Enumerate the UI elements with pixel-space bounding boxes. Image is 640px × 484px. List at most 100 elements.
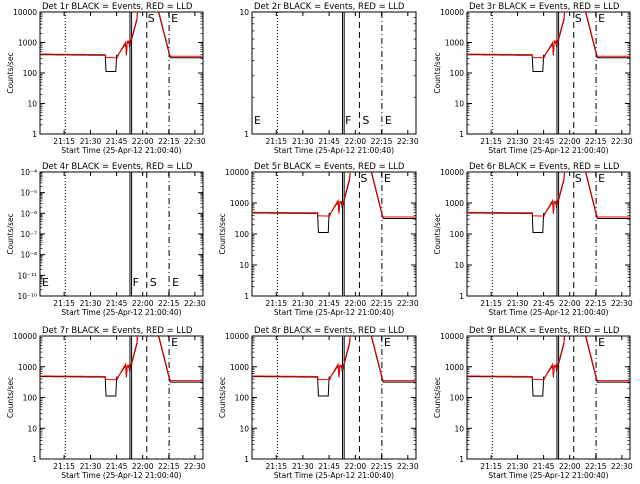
y-axis-label: Counts/sec	[433, 52, 442, 93]
lld-series-line	[40, 12, 203, 59]
x-tick-label: 22:00	[132, 462, 154, 471]
panel-det-9: Det 9r BLACK = Events, RED = LLD 1 10 100 10…	[433, 326, 633, 480]
x-axis-label: Start Time (25-Apr-12 21:00:40)	[488, 471, 608, 480]
y-tick-label: 10	[454, 100, 464, 109]
panel-det-1: Det 1r BLACK = Events, RED = LLD 1 10 100 10…	[6, 2, 206, 155]
y-tick-label: 10000	[440, 332, 464, 341]
y-tick-label: 1000	[445, 363, 464, 372]
marker-label-s: S	[575, 12, 582, 25]
y-tick-label: 10000	[225, 168, 249, 177]
x-tick-label: 21:15	[265, 462, 287, 471]
x-tick-label: 21:30	[292, 137, 314, 146]
x-tick-label: 22:00	[132, 299, 154, 308]
y-tick-label: 1	[459, 130, 464, 139]
y-tick-label: 10	[454, 261, 464, 270]
y-tick-label: 1	[244, 130, 249, 139]
marker-label-e-left: E	[42, 276, 49, 289]
y-tick-label: 1000	[445, 39, 464, 48]
y-tick-label: 1	[32, 455, 37, 464]
x-tick-label: 21:30	[292, 299, 314, 308]
x-axis-label: Start Time (25-Apr-12 21:00:40)	[274, 308, 394, 317]
y-tick-label: 10000	[440, 8, 464, 17]
x-tick-label: 21:30	[80, 137, 102, 146]
events-series-line	[467, 12, 630, 72]
marker-label-s: S	[360, 172, 367, 185]
y-tick-label: 10⁻⁶	[20, 209, 37, 218]
marker-label-e: E	[598, 336, 605, 349]
y-axis-label: Counts/sec	[218, 213, 227, 254]
plot-frame	[466, 11, 631, 135]
plot-frame	[39, 11, 204, 135]
y-tick-label: 100	[23, 69, 38, 78]
marker-label-s: S	[575, 172, 582, 185]
y-tick-label: 100	[450, 69, 465, 78]
panel-title: Det 5r BLACK = Events, RED = LLD	[254, 162, 405, 172]
plot-frame	[466, 335, 631, 460]
y-tick-label: 100	[450, 230, 465, 239]
x-tick-label: 21:45	[106, 137, 128, 146]
y-axis-label: Counts/sec	[218, 377, 227, 418]
y-axis-label: Counts/sec	[6, 377, 15, 418]
x-tick-label: 21:45	[106, 462, 128, 471]
panel-det-2: Det 2r BLACK = Events, RED = LLD 1 10 21:15…	[239, 2, 418, 155]
y-tick-label: 10	[27, 424, 37, 433]
x-tick-label: 22:00	[345, 137, 367, 146]
marker-label-e: E	[385, 114, 392, 127]
marker-label-s: S	[362, 114, 369, 127]
y-tick-label: 10⁻¹¹	[17, 271, 37, 280]
x-axis-label: Start Time (25-Apr-12 21:00:40)	[61, 308, 181, 317]
marker-label-e: E	[384, 336, 391, 349]
y-tick-label: 10	[239, 8, 249, 17]
x-tick-label: 21:15	[265, 299, 287, 308]
events-series-line	[252, 336, 416, 397]
y-axis-label: Counts/sec	[6, 213, 15, 254]
marker-label-e: E	[171, 12, 178, 25]
x-tick-label: 21:30	[507, 137, 529, 146]
y-tick-label: 10000	[225, 332, 249, 341]
events-series-line	[467, 336, 630, 397]
x-tick-label: 22:00	[559, 299, 581, 308]
x-axis-label: Start Time (25-Apr-12 21:00:40)	[488, 308, 608, 317]
y-tick-label: 10000	[13, 332, 37, 341]
events-series-line	[467, 172, 630, 233]
x-tick-label: 22:30	[611, 462, 633, 471]
panel-title: Det 6r BLACK = Events, RED = LLD	[469, 162, 620, 172]
plot-frame	[251, 171, 417, 297]
events-series-line	[40, 12, 203, 72]
x-tick-label: 21:45	[318, 462, 340, 471]
x-tick-label: 21:15	[480, 137, 502, 146]
y-tick-label: 1000	[230, 199, 249, 208]
marker-label-e: E	[598, 12, 605, 25]
marker-label-e-left: E	[254, 114, 261, 127]
y-tick-label: 10	[239, 424, 249, 433]
y-tick-label: 10⁻⁴	[20, 168, 37, 177]
plot-frame	[39, 335, 204, 460]
x-tick-label: 21:45	[318, 137, 340, 146]
y-tick-label: 10	[454, 424, 464, 433]
x-axis-label: Start Time (25-Apr-12 21:00:40)	[274, 471, 394, 480]
y-tick-label: 10	[27, 100, 37, 109]
panel-title: Det 4r BLACK = Events, RED = LLD	[42, 162, 193, 172]
y-tick-label: 10000	[13, 8, 37, 17]
y-tick-label: 100	[23, 394, 38, 403]
y-tick-label: 100	[235, 230, 250, 239]
x-tick-label: 22:30	[397, 299, 419, 308]
panel-det-3: Det 3r BLACK = Events, RED = LLD 1 10 100 10…	[433, 2, 633, 155]
x-tick-label: 22:00	[345, 462, 367, 471]
panel-title: Det 2r BLACK = Events, RED = LLD	[254, 2, 405, 12]
x-tick-label: 21:30	[80, 299, 102, 308]
x-tick-label: 21:45	[533, 137, 555, 146]
plot-frame	[466, 171, 631, 297]
marker-label-e: E	[384, 172, 391, 185]
x-tick-label: 22:30	[184, 137, 206, 146]
panel-det-5: Det 5r BLACK = Events, RED = LLD 1 10 100 10…	[218, 162, 419, 317]
marker-label-s: S	[148, 12, 155, 25]
y-tick-label: 10⁻⁷	[20, 230, 37, 239]
x-tick-label: 21:15	[53, 299, 75, 308]
x-tick-label: 22:00	[559, 137, 581, 146]
marker-label-e: E	[172, 276, 179, 289]
x-tick-label: 22:30	[611, 137, 633, 146]
x-tick-label: 22:30	[397, 462, 419, 471]
x-tick-label: 21:45	[533, 462, 555, 471]
